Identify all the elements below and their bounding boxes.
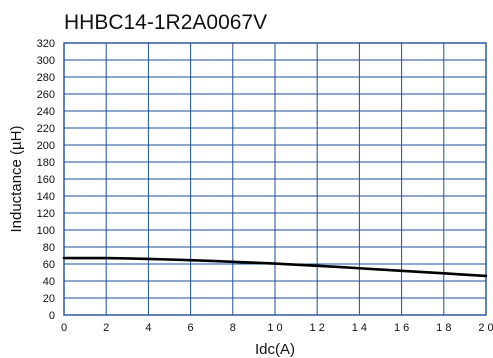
y-tick-label: 0 <box>49 310 55 322</box>
y-tick-label: 160 <box>37 174 55 186</box>
y-tick-label: 120 <box>37 208 55 220</box>
y-tick-label: 100 <box>37 225 55 237</box>
y-tick-label: 20 <box>43 293 55 305</box>
y-tick-labels: 0 20 40 60 80 100 120 140 160 180 200 220 240 260 280 3… <box>37 38 55 322</box>
x-tick-label: 4 <box>145 322 151 334</box>
x-axis-label: Idc(A) <box>255 341 295 358</box>
x-tick-label: 0 <box>61 322 67 334</box>
chart-title: HHBC14-1R2A0067V <box>64 11 267 34</box>
x-tick-labels: 0 2 4 6 8 1 0 1 2 1 4 1 6 1 8 2 0 <box>61 322 493 334</box>
x-tick-label: 1 6 <box>394 322 409 334</box>
y-tick-label: 180 <box>37 157 55 169</box>
y-tick-label: 140 <box>37 191 55 203</box>
y-axis-label: Inductance (µH) <box>8 125 25 232</box>
y-tick-label: 200 <box>37 140 55 152</box>
x-tick-label: 2 <box>103 322 109 334</box>
x-tick-label: 1 4 <box>352 322 367 334</box>
y-tick-label: 40 <box>43 276 55 288</box>
x-tick-label: 1 8 <box>436 322 451 334</box>
y-tick-label: 280 <box>37 72 55 84</box>
x-tick-label: 1 2 <box>310 322 325 334</box>
x-tick-label: 2 0 <box>478 322 493 334</box>
y-tick-label: 300 <box>37 55 55 67</box>
y-tick-label: 220 <box>37 123 55 135</box>
x-tick-label: 1 0 <box>267 322 282 334</box>
x-tick-label: 8 <box>230 322 236 334</box>
grid <box>64 43 486 315</box>
y-tick-label: 240 <box>37 106 55 118</box>
y-tick-label: 260 <box>37 89 55 101</box>
x-tick-label: 6 <box>188 322 194 334</box>
y-tick-label: 320 <box>37 38 55 50</box>
y-tick-label: 80 <box>43 242 55 254</box>
y-tick-label: 60 <box>43 259 55 271</box>
